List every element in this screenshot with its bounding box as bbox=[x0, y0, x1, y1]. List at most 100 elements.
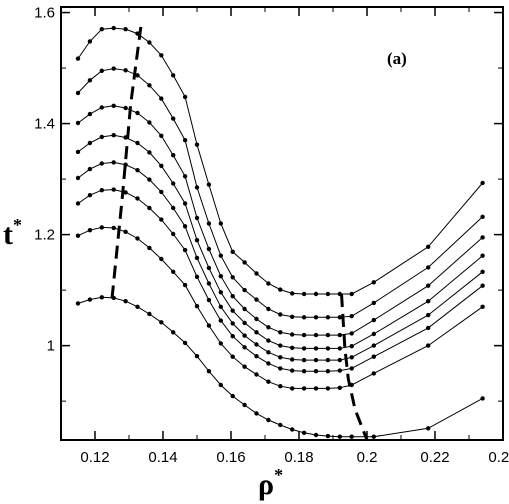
x-tick-label: 0.18 bbox=[284, 449, 313, 466]
data-point bbox=[182, 201, 188, 206]
data-point bbox=[230, 249, 235, 254]
data-point bbox=[313, 332, 319, 338]
data-point bbox=[254, 271, 259, 276]
data-point bbox=[99, 225, 105, 230]
data-point bbox=[182, 174, 188, 179]
data-point bbox=[135, 140, 140, 146]
data-point bbox=[135, 110, 140, 116]
data-point bbox=[206, 182, 212, 187]
data-point bbox=[290, 368, 295, 373]
data-point bbox=[371, 280, 376, 285]
data-point bbox=[87, 228, 93, 233]
data-point bbox=[111, 103, 116, 109]
data-point bbox=[182, 247, 188, 253]
y-tick-label: 1.4 bbox=[34, 116, 55, 133]
data-point bbox=[313, 291, 319, 297]
data-point bbox=[182, 282, 188, 288]
data-point bbox=[426, 299, 431, 304]
data-point bbox=[230, 294, 235, 299]
x-axis-label: ρ* bbox=[258, 465, 283, 501]
data-point bbox=[325, 357, 331, 363]
data-point bbox=[301, 332, 307, 338]
data-point bbox=[242, 287, 247, 293]
data-point bbox=[194, 215, 200, 221]
data-point bbox=[266, 306, 271, 312]
data-point bbox=[266, 379, 271, 384]
data-point bbox=[349, 366, 354, 371]
data-point bbox=[135, 168, 140, 173]
data-point bbox=[99, 68, 105, 74]
data-point bbox=[75, 233, 81, 238]
data-point bbox=[371, 343, 376, 348]
data-point bbox=[290, 357, 295, 362]
data-point bbox=[325, 291, 331, 297]
data-point bbox=[337, 368, 342, 373]
data-point bbox=[371, 354, 376, 359]
data-point bbox=[230, 334, 235, 339]
data-point bbox=[278, 287, 283, 292]
data-point bbox=[206, 369, 212, 374]
data-point bbox=[87, 78, 93, 83]
data-point bbox=[266, 361, 271, 366]
data-point bbox=[426, 244, 431, 249]
data-point bbox=[266, 417, 271, 423]
data-point bbox=[182, 94, 188, 100]
data-point bbox=[159, 163, 164, 168]
data-point bbox=[147, 177, 152, 182]
data-point bbox=[301, 369, 307, 374]
data-point bbox=[325, 386, 331, 391]
data-point bbox=[325, 369, 331, 374]
data-point bbox=[75, 301, 81, 306]
data-point bbox=[349, 314, 354, 319]
data-point bbox=[194, 354, 200, 359]
data-point bbox=[313, 315, 319, 320]
data-point bbox=[206, 323, 212, 328]
series-layer bbox=[75, 25, 485, 439]
data-point bbox=[325, 332, 331, 338]
data-point bbox=[301, 291, 307, 297]
data-point bbox=[480, 214, 485, 219]
data-point bbox=[278, 343, 283, 348]
data-point bbox=[147, 205, 152, 211]
data-point bbox=[182, 224, 188, 229]
data-point bbox=[159, 53, 164, 58]
data-point bbox=[290, 386, 295, 391]
data-point bbox=[218, 290, 223, 295]
data-point bbox=[75, 175, 81, 181]
data-point bbox=[480, 304, 485, 309]
dashed-curve-right bbox=[340, 293, 369, 441]
data-point bbox=[301, 357, 307, 363]
panel-label: (a) bbox=[387, 49, 407, 68]
data-point bbox=[218, 341, 223, 346]
data-point bbox=[426, 283, 431, 288]
data-point bbox=[349, 355, 354, 360]
data-point bbox=[480, 253, 485, 258]
y-tick-label: 1 bbox=[47, 338, 55, 355]
data-point bbox=[159, 256, 164, 262]
data-point bbox=[230, 354, 235, 359]
data-point bbox=[159, 133, 164, 138]
data-point bbox=[123, 27, 128, 32]
data-point bbox=[206, 246, 212, 252]
data-point bbox=[371, 331, 376, 337]
x-tick-label: 0.22 bbox=[420, 449, 449, 466]
data-point bbox=[337, 434, 342, 439]
data-point bbox=[230, 393, 235, 399]
data-point bbox=[290, 314, 295, 319]
data-point bbox=[87, 111, 93, 117]
data-point bbox=[242, 402, 247, 408]
data-point bbox=[337, 357, 342, 363]
data-point bbox=[87, 193, 93, 198]
data-point bbox=[159, 96, 164, 101]
data-point bbox=[147, 150, 152, 155]
data-point bbox=[301, 430, 307, 435]
data-point bbox=[242, 260, 247, 265]
data-point bbox=[123, 68, 128, 73]
data-point bbox=[426, 312, 431, 318]
data-point bbox=[111, 25, 116, 31]
dashed-curve-left bbox=[110, 26, 143, 299]
data-point bbox=[242, 306, 247, 312]
data-point bbox=[278, 312, 283, 317]
data-point bbox=[254, 411, 259, 416]
